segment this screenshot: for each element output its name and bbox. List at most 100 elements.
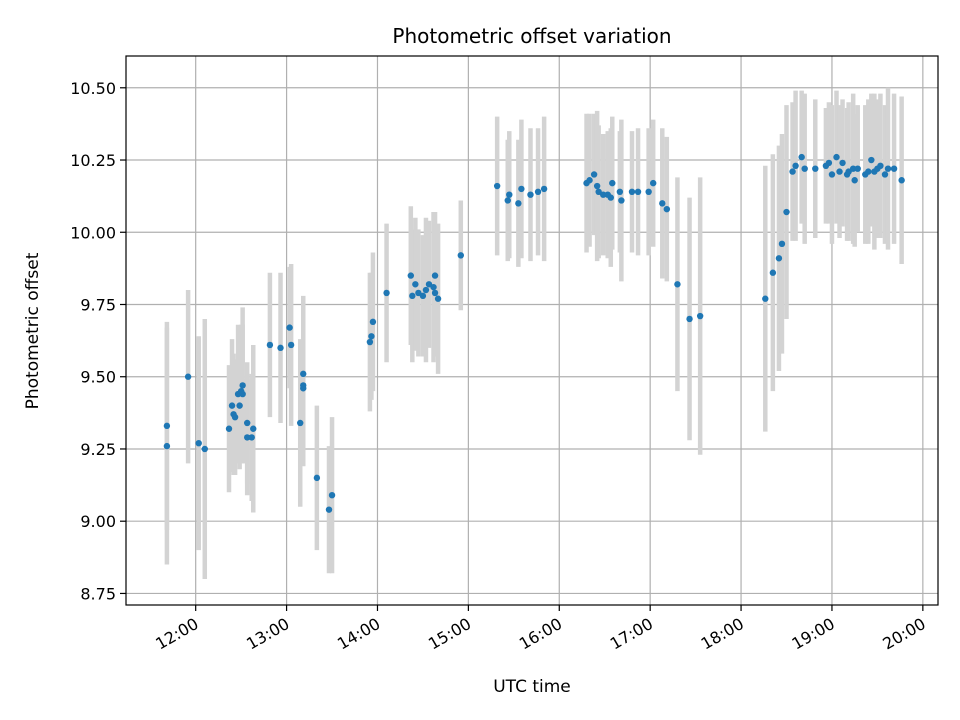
x-tick-label: 14:00 [334, 614, 383, 654]
y-tick-label: 10.00 [70, 223, 116, 242]
data-point [228, 402, 236, 409]
data-point [243, 419, 251, 427]
data-point [649, 179, 657, 187]
data-point [184, 373, 192, 380]
data-point [407, 272, 415, 279]
data-point [366, 338, 374, 346]
data-point [195, 439, 202, 447]
chart-title: Photometric offset variation [392, 24, 671, 48]
data-point [163, 442, 171, 450]
data-point [201, 445, 208, 453]
data-point [833, 153, 840, 161]
data-point [287, 341, 295, 349]
data-point [515, 200, 522, 207]
data-point [383, 289, 390, 297]
data-point [590, 171, 598, 178]
data-points [163, 153, 905, 513]
data-point [686, 315, 693, 323]
data-point [369, 318, 377, 326]
y-tick-label: 9.50 [80, 368, 116, 387]
y-tick-label: 10.25 [70, 151, 116, 170]
data-point [659, 200, 666, 207]
data-point [825, 159, 833, 167]
data-point [616, 188, 624, 196]
data-point [300, 385, 307, 392]
data-point [225, 425, 233, 432]
data-point [865, 168, 872, 175]
x-tick-label: 15:00 [425, 614, 474, 654]
data-point [266, 341, 274, 349]
y-tick-label: 8.75 [80, 584, 116, 603]
data-point [775, 255, 783, 262]
data-point [527, 191, 534, 198]
data-point [236, 402, 243, 409]
data-point [277, 344, 284, 352]
data-point [663, 205, 671, 213]
data-point [231, 413, 239, 421]
data-point [243, 434, 251, 441]
data-point [884, 165, 892, 172]
data-point [868, 156, 875, 164]
data-point [534, 188, 542, 196]
data-point [457, 252, 464, 259]
data-point [415, 289, 422, 297]
data-point [849, 165, 857, 172]
data-point [854, 165, 861, 172]
data-point [593, 182, 601, 190]
data-point [506, 191, 513, 198]
data-point [618, 197, 625, 204]
data-point [769, 269, 777, 276]
data-point [328, 492, 336, 499]
x-axis-label: UTC time [493, 677, 571, 697]
data-point [801, 165, 808, 172]
plot-frame [125, 55, 939, 606]
y-axis-ticks: 8.75 9.00 9.25 9.50 9.75 10.00 10.25 10.50 [70, 79, 126, 603]
data-point [250, 425, 257, 432]
x-tick-label: 17:00 [607, 614, 656, 654]
data-point [368, 333, 375, 340]
data-point [798, 153, 805, 161]
data-point [600, 191, 607, 198]
data-point [792, 162, 799, 169]
data-point [425, 281, 433, 288]
data-point [239, 382, 246, 389]
y-tick-label: 9.00 [80, 512, 116, 531]
data-point [851, 177, 858, 184]
data-point [783, 208, 790, 216]
y-axis-label: Photometric offset [23, 252, 43, 409]
data-point [607, 194, 614, 201]
data-point [431, 272, 439, 279]
data-point [890, 165, 898, 172]
data-point [828, 171, 836, 178]
data-point [412, 281, 419, 288]
data-point [540, 185, 548, 193]
data-point [762, 295, 769, 302]
data-point [504, 197, 511, 204]
data-point [419, 292, 427, 300]
data-point [248, 434, 255, 441]
data-point [586, 177, 593, 184]
data-point [836, 168, 843, 175]
x-tick-label: 12:00 [152, 614, 201, 654]
data-point [434, 295, 442, 302]
data-point [645, 188, 652, 196]
data-point [696, 312, 704, 320]
data-point [839, 159, 846, 167]
data-point [609, 179, 616, 187]
data-point [628, 188, 636, 196]
data-point [493, 182, 501, 190]
x-tick-label: 20:00 [879, 614, 928, 654]
data-point [430, 283, 437, 291]
y-tick-label: 10.50 [70, 79, 116, 98]
x-tick-label: 16:00 [516, 614, 565, 654]
data-point [239, 390, 246, 398]
data-point [518, 185, 525, 193]
y-tick-label: 9.75 [80, 295, 116, 314]
data-point [898, 177, 905, 184]
data-point [163, 422, 171, 430]
data-point [286, 324, 293, 331]
data-point [431, 289, 439, 297]
x-tick-label: 18:00 [698, 614, 747, 654]
x-tick-label: 13:00 [243, 614, 292, 654]
x-axis-ticks: 12:00 13:00 14:00 15:00 16:00 17:00 18:00 19:00… [152, 605, 929, 654]
